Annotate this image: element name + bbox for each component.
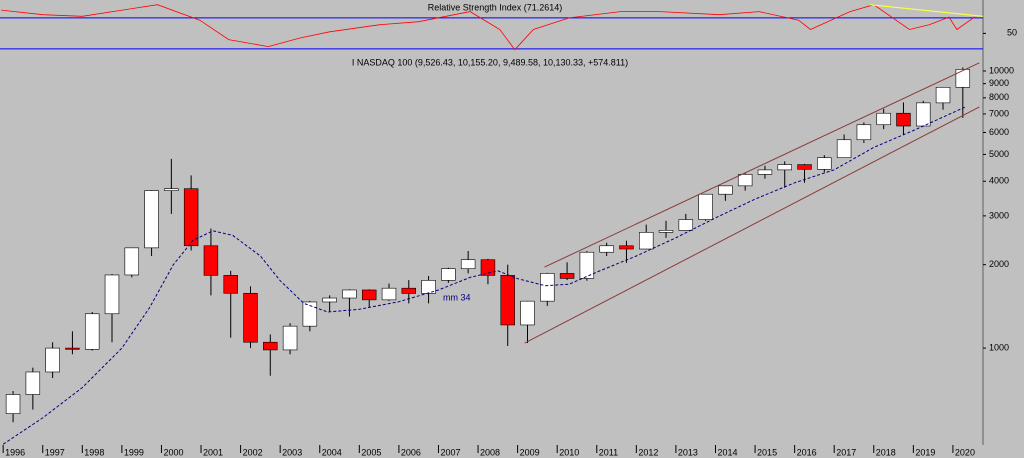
candle-body <box>223 275 238 294</box>
candle-body <box>243 292 258 343</box>
candle-body <box>144 190 159 249</box>
x-tick-label: 2011 <box>599 447 618 457</box>
candle-body <box>302 301 318 327</box>
candle-body <box>5 394 21 414</box>
candle-body <box>361 289 377 301</box>
candle-body <box>84 313 100 350</box>
price-title: I NASDAQ 100 (9,526.43, 10,155.20, 9,489… <box>352 57 628 67</box>
candle-body <box>916 102 931 127</box>
x-tick-label: 2006 <box>401 447 421 457</box>
rsi-title: Relative Strength Index (71.2614) <box>428 2 563 12</box>
candle-body <box>639 232 654 250</box>
x-tick-label: 1996 <box>5 447 25 457</box>
candle-body <box>619 245 634 250</box>
x-tick-label: 2014 <box>717 447 737 457</box>
candle-body <box>183 188 199 247</box>
candle-body <box>441 268 456 281</box>
y-tick-label: 9000 <box>989 78 1009 88</box>
candle-body <box>599 245 614 253</box>
candle-body <box>698 193 713 220</box>
x-tick-label: 2005 <box>361 447 381 457</box>
candle-body <box>896 112 911 127</box>
candle-body <box>658 230 674 233</box>
candle-body <box>25 371 41 395</box>
candle-body <box>401 287 417 294</box>
candle-body <box>737 174 753 187</box>
candle-body <box>797 164 812 170</box>
candle-body <box>718 185 733 195</box>
candle-body <box>856 124 872 141</box>
x-tick-label: 2010 <box>559 447 579 457</box>
candle-body <box>935 86 951 104</box>
x-tick-label: 2000 <box>163 447 183 457</box>
y-tick-label: 8000 <box>989 92 1009 102</box>
candle-body <box>104 274 120 315</box>
y-tick-label: 10000 <box>989 65 1014 75</box>
candle-body <box>817 157 832 170</box>
x-tick-label: 2004 <box>322 447 342 457</box>
moving-average <box>2 106 966 445</box>
x-tick-label: 2015 <box>757 447 777 457</box>
candle-body <box>777 164 792 171</box>
y-tick-label: 2000 <box>989 259 1009 269</box>
x-tick-label: 2009 <box>520 447 540 457</box>
rsi-line <box>1 4 975 51</box>
y-tick-label: 4000 <box>989 176 1009 186</box>
x-tick-label: 2019 <box>915 447 935 457</box>
candle-body <box>955 69 971 88</box>
x-tick-label: 2008 <box>480 447 500 457</box>
candle-body <box>381 287 397 301</box>
channel-line <box>524 106 980 344</box>
candle-body <box>540 273 555 302</box>
x-tick-label: 2018 <box>876 447 896 457</box>
y-tick-label: 7000 <box>989 108 1009 118</box>
candle-body <box>579 251 595 279</box>
candle-body <box>65 347 80 350</box>
candle-body <box>45 347 60 373</box>
x-tick-label: 2002 <box>243 447 263 457</box>
y-tick-label: 3000 <box>989 210 1009 220</box>
channel-line <box>544 62 980 268</box>
y-tick-label: 5000 <box>989 149 1009 159</box>
candle-body <box>164 188 179 191</box>
candle-body <box>342 289 357 299</box>
x-tick-label: 2016 <box>797 447 817 457</box>
y-tick-label: 6000 <box>989 127 1009 137</box>
ma-label: mm 34 <box>443 292 471 302</box>
candle-body <box>203 245 219 276</box>
candle-body <box>124 247 140 276</box>
x-tick-label: 2017 <box>836 447 856 457</box>
candle-body <box>460 259 476 270</box>
x-tick-label: 2012 <box>638 447 658 457</box>
y-tick-label: 1000 <box>989 342 1009 352</box>
candle-body <box>876 112 891 126</box>
x-tick-label: 2007 <box>440 447 460 457</box>
x-tick-label: 2003 <box>282 447 302 457</box>
candle-body <box>520 300 535 326</box>
candle-body <box>282 325 298 351</box>
x-tick-label: 2013 <box>678 447 698 457</box>
x-tick-label: 2001 <box>203 447 223 457</box>
y-tick-label: 50 <box>1007 28 1017 38</box>
candle-body <box>500 275 515 326</box>
candle-body <box>263 341 278 351</box>
x-tick-label: 2020 <box>955 447 975 457</box>
candle-body <box>678 219 694 231</box>
x-tick-label: 1999 <box>124 447 144 457</box>
x-tick-label: 1998 <box>84 447 104 457</box>
candle-body <box>559 273 575 279</box>
x-tick-label: 1997 <box>45 447 65 457</box>
candle-body <box>322 297 337 303</box>
candle-body <box>757 169 773 175</box>
candle-body <box>480 259 496 276</box>
trend-line <box>869 4 984 17</box>
candle-body <box>836 139 852 159</box>
